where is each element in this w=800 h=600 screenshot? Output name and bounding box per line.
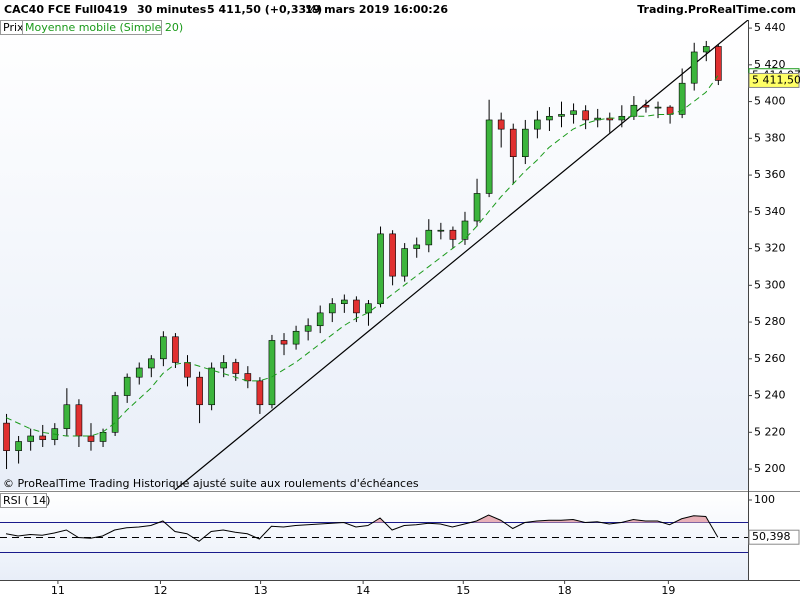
label-box [22,20,162,35]
candle-body [63,404,71,429]
x-tick-label: 11 [51,584,65,597]
candle-body [184,362,191,378]
candle-body [268,340,276,406]
last-change: 5 411,50 (+0,33%) [207,3,322,16]
candle-body [461,220,469,240]
label-box [0,493,47,508]
y-tick-label: 100 [754,493,775,506]
y-tick-label: 5 380 [754,131,786,144]
y-tick-label: 5 440 [754,21,786,34]
candle-body [99,432,107,442]
candle-body [27,435,34,442]
y-tick-label: 5 280 [754,315,786,328]
candle-body [678,82,686,115]
candle-body [485,119,493,194]
candle-body [244,373,252,382]
ma-label: Moyenne mobile (Simple 20) [25,21,183,34]
plot-area [3,20,748,490]
candle-body [292,330,300,345]
candle-body [702,46,710,53]
rsi-line [5,514,719,542]
candle-body [160,336,167,360]
price-panel [0,20,748,490]
candle-body [690,51,698,84]
candle-body [256,380,264,406]
y-tick-label: 5 400 [754,95,786,108]
source: Trading.ProRealTime.com [637,3,796,16]
candle-body [15,441,22,451]
candle-body [87,435,95,442]
price-tag [748,72,800,88]
candle-body [437,229,445,232]
candle-body [546,115,553,121]
candle-body [642,104,650,108]
y-tick-label: 5 240 [754,389,786,402]
candle-body [123,376,131,396]
candle-body [534,119,541,130]
candle-body [328,303,336,314]
y-tick-label: 5 300 [754,278,786,291]
x-tick-label: 14 [356,584,370,597]
moving-average [5,75,719,437]
value-tag-label: 50,398 [752,530,791,543]
candle-body [425,229,433,246]
candle-body [232,362,240,374]
candle-body [111,395,119,433]
candle-body [304,325,312,332]
x-tick-label: 15 [456,584,470,597]
candle-body [208,367,215,406]
y-tick-label: 5 360 [754,168,786,181]
candle-body [280,340,288,345]
value-tag [748,529,800,545]
candle-body [413,244,421,249]
overbought-fill [6,515,718,523]
candle-body [473,193,481,222]
note: © ProRealTime Trading Historique ajusté … [3,477,419,490]
candle-body [377,233,384,304]
candle-body [341,299,348,304]
candle-body [509,128,517,158]
y-tick-label: 5 340 [754,205,786,218]
candle-body [558,114,565,117]
datetime: 19 mars 2019 16:00:26 [305,3,448,16]
candle-body [147,358,155,369]
x-tick-label: 18 [558,584,572,597]
candle-body [630,104,638,117]
rsi-label: RSI ( 14) [3,494,50,507]
candle-body [39,435,47,440]
candle-body [135,367,143,378]
candle-body [389,233,396,277]
candle-body [715,46,722,81]
candle-body [401,248,408,277]
x-tick-label: 19 [661,584,675,597]
candle-body [316,312,324,327]
candle-body [75,404,83,437]
y-tick-label: 5 320 [754,242,786,255]
price-label: Prix [3,21,24,34]
candle-body [3,422,10,451]
candle-body [449,229,457,240]
candle-body [365,303,372,314]
y-tick-label: 5 420 [754,58,786,71]
candle-body [570,110,577,115]
candle-body [654,106,662,109]
x-tick-label: 13 [254,584,268,597]
instrument: CAC40 FCE Full0419 [4,3,128,16]
candle-body [220,362,228,369]
candle-body [521,128,529,158]
x-tick-label: 12 [153,584,167,597]
candle-body [582,110,589,121]
price-tag-label: 5 411,50 [752,73,800,86]
candle-body [353,299,360,314]
y-tick-label: 5 260 [754,352,786,365]
candle-body [196,376,203,406]
candle-body [497,119,505,130]
interval: 30 minutes [137,3,207,16]
y-tick-label: 5 220 [754,425,786,438]
candle-body [172,336,179,363]
y-tick-label: 5 200 [754,462,786,475]
trendline [174,20,748,490]
rsi-panel [0,493,748,580]
